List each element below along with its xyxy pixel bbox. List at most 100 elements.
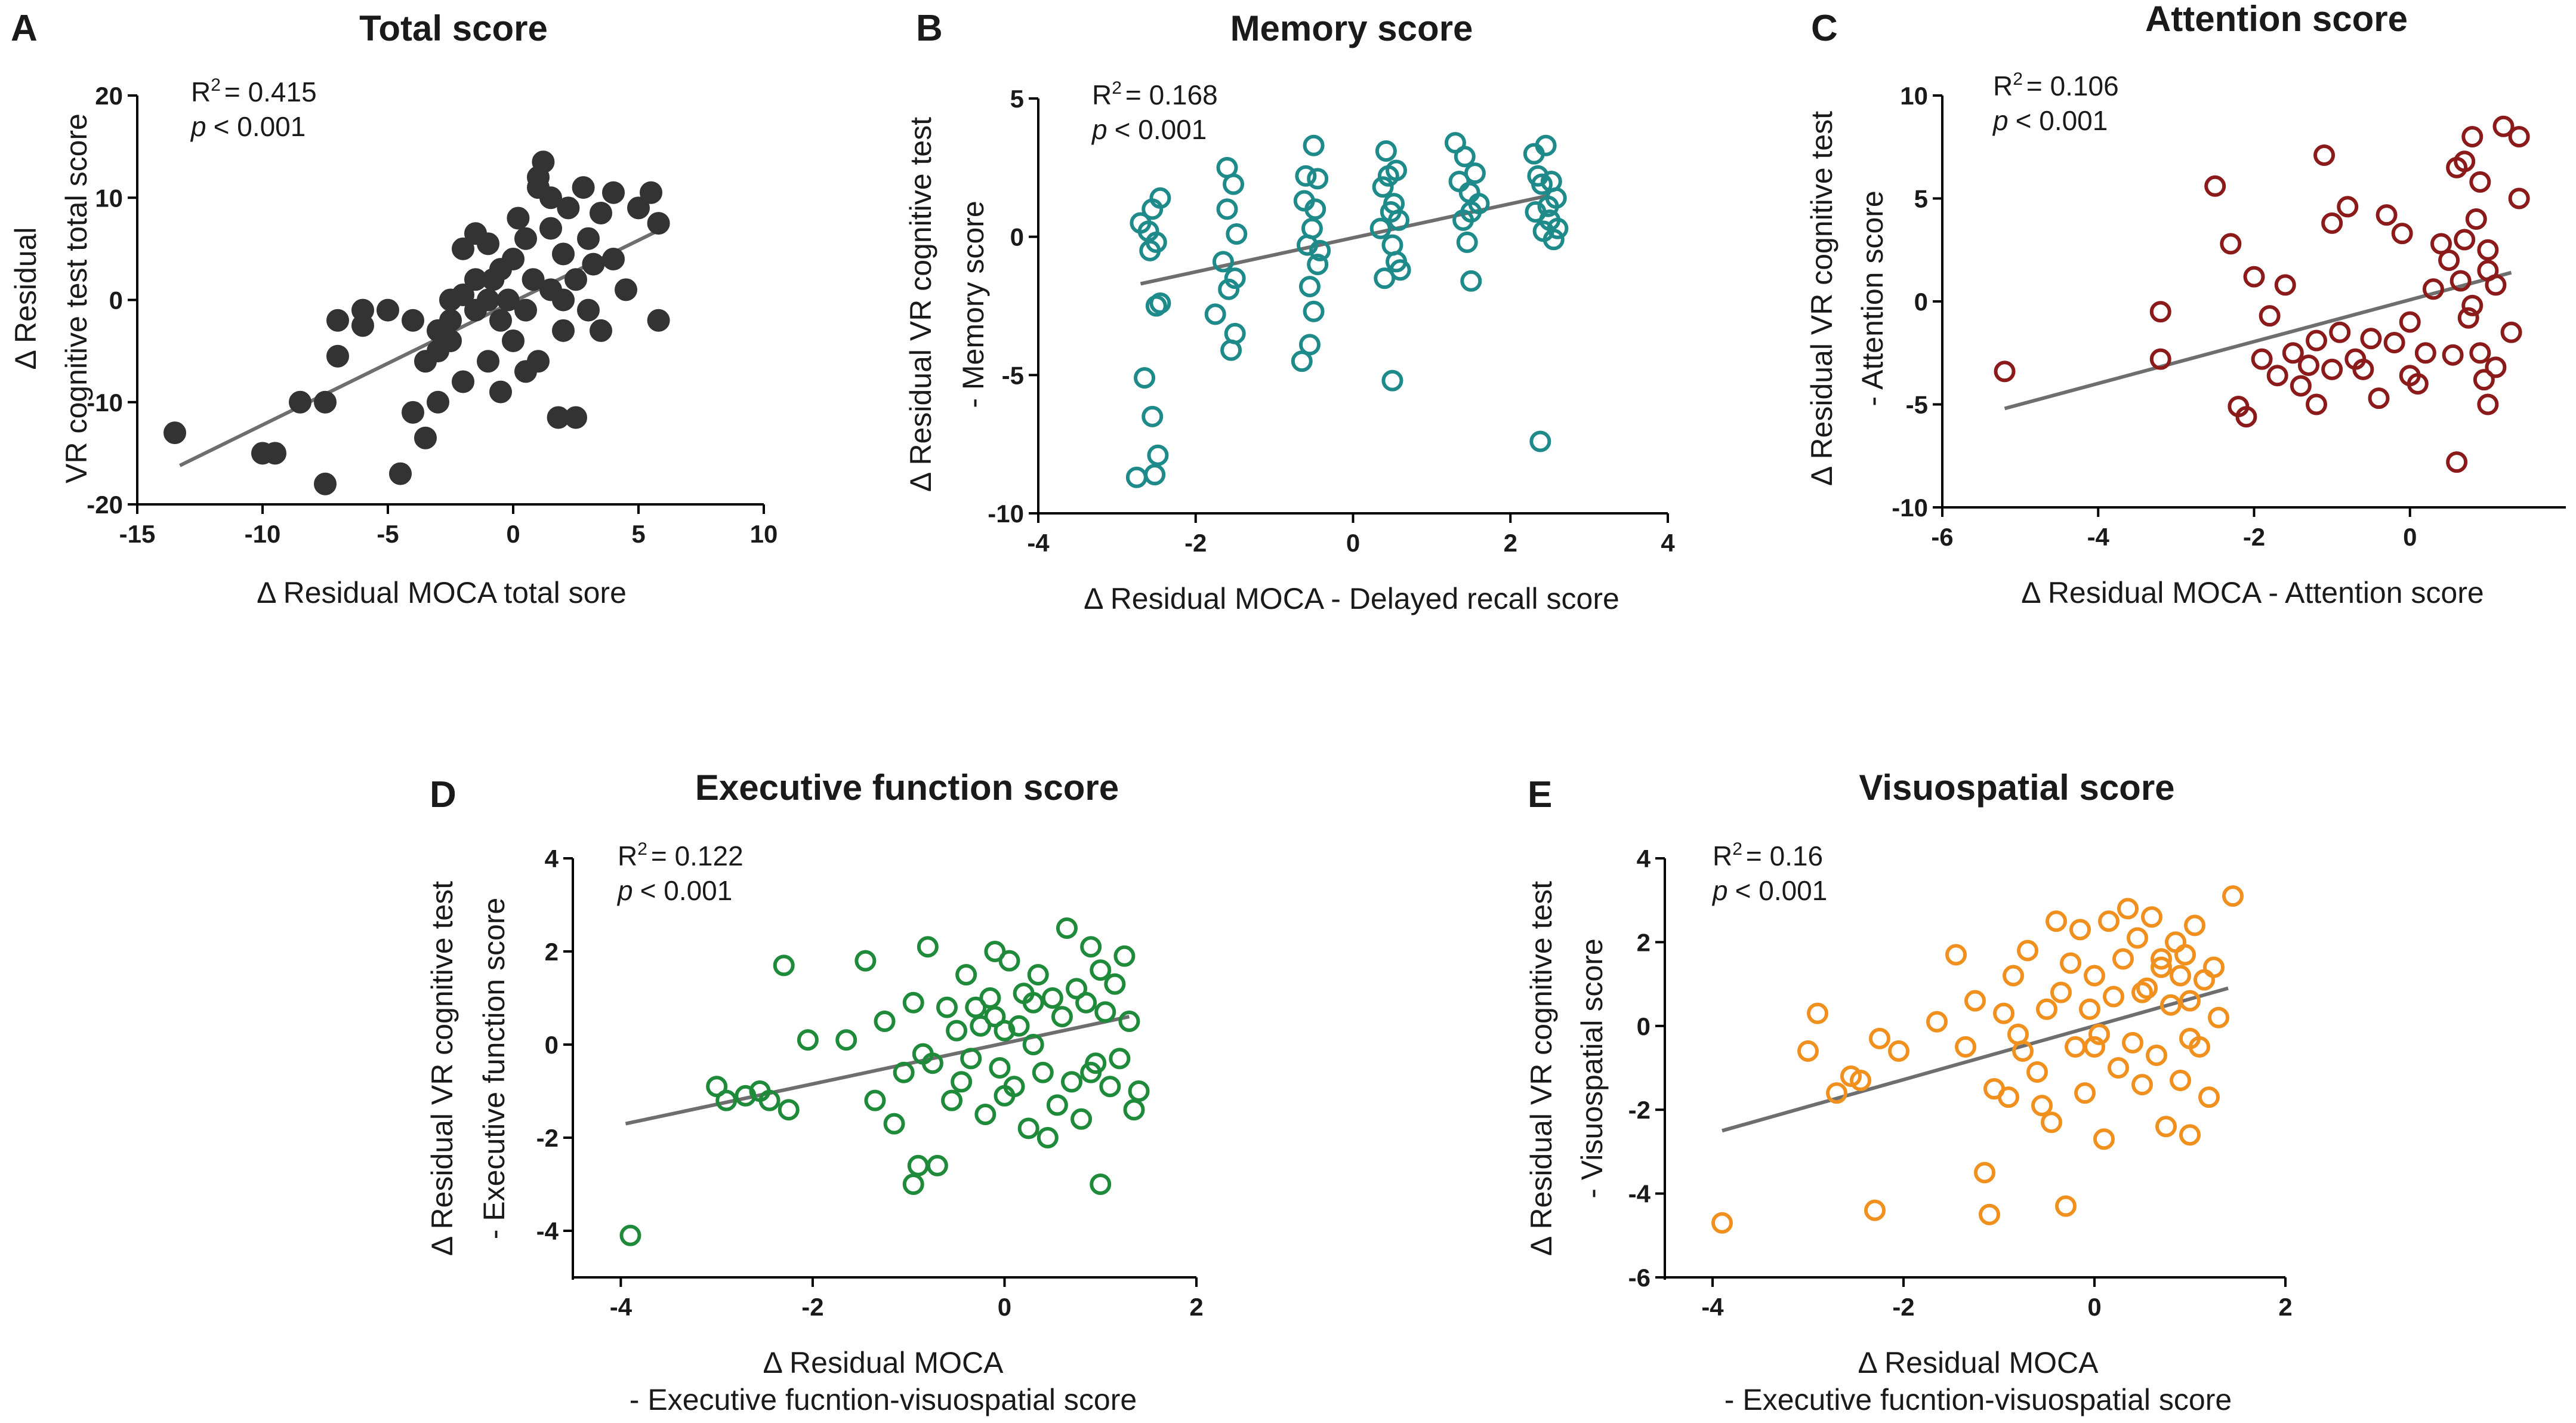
data-point [2088, 1023, 2110, 1045]
data-point [2060, 952, 2081, 974]
data-point [2500, 321, 2522, 343]
data-point [514, 227, 537, 250]
data-point [854, 950, 877, 972]
data-point [1307, 254, 1329, 275]
data-point [2360, 328, 2382, 350]
data-point [2282, 342, 2304, 364]
data-point [2454, 229, 2476, 251]
data-point [735, 1085, 757, 1107]
data-point [1542, 229, 1565, 251]
data-point [2050, 981, 2072, 1003]
r-squared-label: R2 = 0.16 [1713, 839, 1823, 871]
y-tick-label: -2 [1628, 1096, 1651, 1124]
data-point [2235, 406, 2257, 428]
data-point [1080, 1061, 1102, 1083]
y-tick-label: 4 [545, 845, 559, 873]
data-point [402, 401, 424, 424]
data-point [1298, 276, 1321, 298]
data-point [1036, 1127, 1059, 1148]
data-point [989, 1057, 1011, 1079]
data-point [946, 1019, 968, 1042]
data-point [1375, 140, 1397, 162]
data-point [1807, 1002, 1828, 1024]
data-point [615, 278, 637, 301]
data-point [2473, 369, 2495, 391]
data-point [163, 421, 186, 445]
x-axis-label: - Executive fucntion-visuospatial score [630, 1383, 1137, 1416]
y-tick-label: -2 [536, 1124, 559, 1152]
data-point [2220, 233, 2242, 255]
y-axis-label: VR cognitive test total score [60, 113, 93, 483]
x-tick-label: -15 [119, 520, 156, 548]
x-tick-label: -2 [801, 1293, 823, 1321]
data-point [2055, 1195, 2077, 1217]
data-point [874, 1011, 896, 1032]
data-point [1027, 964, 1049, 985]
data-point [1945, 944, 1967, 966]
data-point [2274, 274, 2296, 296]
data-point [1456, 231, 1478, 253]
x-tick-label: -5 [377, 520, 399, 548]
x-tick-label: 0 [998, 1293, 1011, 1321]
data-point [1797, 1040, 1819, 1062]
data-point [2036, 998, 2057, 1020]
data-point [1061, 1071, 1082, 1093]
data-point [2446, 451, 2468, 473]
y-tick-label: -10 [988, 500, 1024, 528]
data-point [452, 283, 474, 306]
x-tick-label: 10 [750, 520, 778, 548]
data-point [2065, 1036, 2086, 1058]
data-point [2179, 1124, 2201, 1146]
data-point [1144, 464, 1166, 486]
data-point [577, 227, 600, 250]
y-tick-label: 0 [1914, 288, 1928, 316]
panel-letter: E [1528, 774, 1552, 815]
x-tick-label: 0 [2403, 523, 2417, 551]
data-point [893, 1061, 915, 1083]
data-point [2117, 898, 2139, 920]
data-point [2508, 126, 2530, 147]
x-axis-label: - Executive fucntion-visuospatial score [1724, 1383, 2232, 1416]
y-axis-label: Δ Residual VR cognitive test [1525, 881, 1558, 1256]
data-point [2026, 1061, 2048, 1083]
y-tick-label: 4 [1637, 845, 1651, 873]
data-point [314, 472, 337, 495]
data-point [2477, 393, 2499, 415]
chart-title: Visuospatial score [1859, 768, 2174, 808]
data-point [2041, 1111, 2062, 1134]
data-point [552, 242, 575, 266]
data-point [941, 1089, 963, 1111]
data-point [2222, 885, 2244, 907]
panel-c: C Attention score -10 -5 0 5 10 -6 -4 -2 0 Δ Residu… [1805, 0, 2566, 609]
data-point [2508, 187, 2530, 210]
y-tick-label: -5 [1906, 391, 1928, 419]
data-point [2146, 1044, 2167, 1066]
data-point [1223, 173, 1245, 195]
data-point [2141, 906, 2162, 928]
data-point [572, 176, 595, 199]
data-point [706, 1076, 728, 1098]
y-axis-label: Δ Residual [9, 227, 42, 369]
data-point [2079, 998, 2100, 1020]
data-point [439, 309, 462, 332]
data-point [402, 309, 424, 332]
data-point [1535, 134, 1557, 156]
data-point [1104, 973, 1126, 995]
data-point [907, 1154, 929, 1176]
data-point [955, 964, 977, 985]
data-point [2438, 250, 2460, 271]
y-tick-label: -10 [1892, 494, 1928, 522]
data-point [1386, 159, 1408, 181]
data-point [414, 426, 437, 449]
y-tick-label: 5 [1010, 85, 1024, 113]
data-point [1888, 1040, 1909, 1062]
data-point [2407, 373, 2429, 395]
p-value-label: p < 0.001 [1992, 105, 2108, 136]
data-point [1926, 1011, 1948, 1033]
data-point [1099, 1076, 1121, 1098]
data-point [773, 954, 795, 977]
data-point [1387, 209, 1409, 231]
data-point [1094, 1001, 1116, 1023]
data-point [452, 237, 474, 260]
data-point [2069, 919, 2091, 941]
